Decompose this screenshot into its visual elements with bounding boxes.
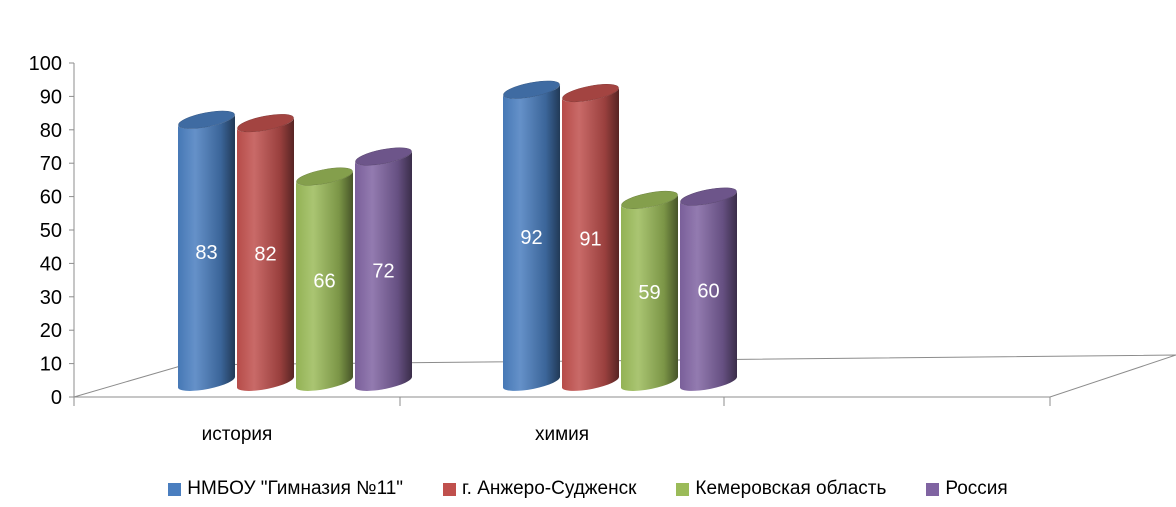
bar-body — [178, 114, 236, 391]
bar-top — [680, 187, 737, 206]
y-tick-label: 30 — [40, 287, 62, 309]
bar-top — [178, 110, 235, 129]
y-tick-label: 20 — [40, 320, 62, 342]
bar-top — [296, 167, 353, 186]
legend: НМБОУ "Гимназия №11" г. Анжеро-Судженск Ке… — [0, 478, 1176, 500]
bar-body — [562, 87, 620, 391]
bar: 82 — [237, 114, 295, 391]
bar-top — [237, 114, 294, 133]
bar: 92 — [503, 80, 561, 391]
y-axis: 0 10 20 30 40 50 60 70 80 90 100 — [29, 53, 75, 409]
data-label: 59 — [638, 282, 660, 304]
bar-body — [237, 117, 295, 391]
bar: 83 — [178, 110, 236, 391]
legend-swatch — [676, 482, 690, 496]
bar: 72 — [355, 147, 413, 391]
x-tick-label: химия — [535, 424, 589, 445]
data-label: 91 — [579, 229, 601, 251]
y-tick-label: 50 — [40, 220, 62, 242]
bar-top — [562, 84, 619, 103]
bar-top — [355, 147, 412, 166]
bar-body — [621, 194, 679, 391]
x-axis: история химия — [73, 396, 1051, 445]
legend-item: НМБОУ "Гимназия №11" — [168, 478, 403, 500]
data-label: 60 — [697, 280, 719, 302]
x-tick-label: история — [202, 424, 273, 445]
data-label: 92 — [520, 227, 542, 249]
legend-swatch — [168, 482, 182, 496]
y-tick-label: 60 — [40, 187, 62, 209]
data-label: 83 — [195, 242, 217, 264]
bar-top — [621, 190, 678, 209]
legend-label: НМБОУ "Гимназия №11" — [187, 478, 404, 499]
y-tick-label: 0 — [51, 387, 62, 409]
legend-swatch — [926, 482, 940, 496]
legend-label: Кемеровская область — [695, 478, 887, 499]
y-tick-label: 40 — [40, 253, 62, 275]
legend-item: г. Анжеро-Судженск — [443, 478, 636, 500]
bar: 60 — [680, 187, 738, 391]
bar-body — [503, 84, 561, 391]
bar: 59 — [621, 190, 679, 391]
legend-swatch — [443, 482, 457, 496]
bar-body — [680, 190, 738, 391]
legend-label: Россия — [945, 478, 1008, 499]
bars: 83 82 66 72 92 91 59 60 — [178, 80, 738, 391]
y-tick-label: 80 — [40, 120, 62, 142]
bar-body — [296, 170, 354, 391]
data-label: 82 — [254, 244, 276, 266]
legend-item: Россия — [926, 478, 1008, 500]
bar-body — [355, 150, 413, 391]
legend-item: Кемеровская область — [676, 478, 886, 500]
y-tick-label: 10 — [40, 354, 62, 376]
chart: 0 10 20 30 40 50 60 70 80 90 100 история химия 83 82… — [29, 53, 1176, 445]
bar-top — [503, 80, 560, 99]
bar: 91 — [562, 84, 620, 391]
y-tick-label: 70 — [40, 153, 62, 175]
bar: 66 — [296, 167, 354, 391]
data-label: 72 — [372, 260, 394, 282]
data-label: 66 — [313, 270, 335, 292]
legend-label: г. Анжеро-Судженск — [462, 478, 637, 499]
y-tick-label: 90 — [40, 86, 62, 108]
y-tick-label: 100 — [29, 53, 62, 75]
